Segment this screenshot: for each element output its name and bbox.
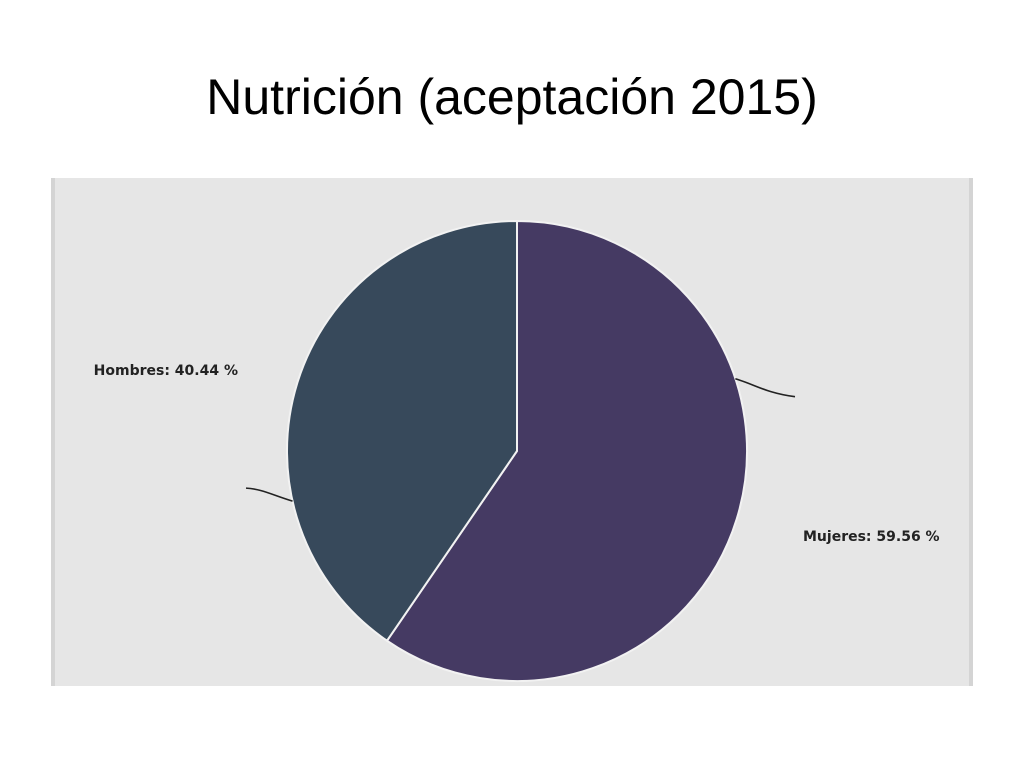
pie-chart-canvas: Mujeres: 59.56 % Hombres: 40.44 % <box>51 178 973 686</box>
pie-slice-hombres <box>286 219 518 643</box>
pie-label-hombres: Hombres: 40.44 % <box>94 363 238 379</box>
chart-left-edge <box>51 178 55 686</box>
pie-label-mujeres: Mujeres: 59.56 % <box>803 529 940 545</box>
pie-labels: Mujeres: 59.56 % Hombres: 40.44 % <box>94 363 940 545</box>
pie-chart: Mujeres: 59.56 % Hombres: 40.44 % <box>51 178 973 686</box>
pie-label-connector-mujeres <box>735 377 796 398</box>
pie-slices <box>286 219 748 682</box>
chart-right-edge <box>969 178 973 686</box>
slide-title: Nutrición (aceptación 2015) <box>206 69 818 125</box>
pie-slice-mujeres <box>385 219 748 682</box>
pie-label-connector-hombres <box>245 487 293 502</box>
